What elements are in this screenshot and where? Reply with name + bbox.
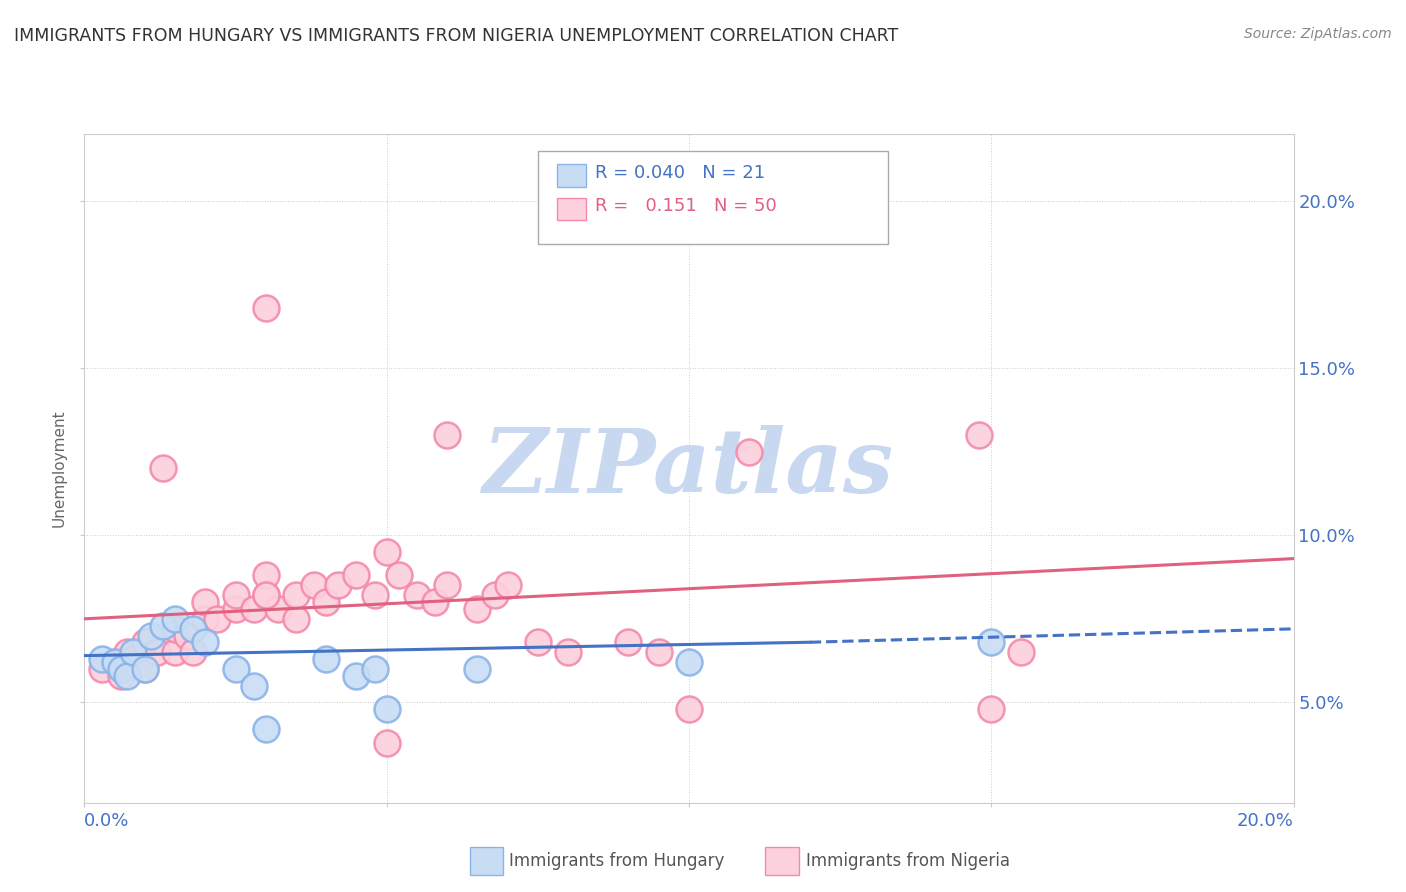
Point <box>467 662 489 676</box>
Point <box>194 595 217 609</box>
Point <box>436 578 458 592</box>
Point <box>176 628 198 642</box>
Point <box>423 595 446 609</box>
Point <box>181 645 204 659</box>
Point <box>363 589 385 603</box>
Point <box>980 702 1002 716</box>
Point <box>134 662 156 676</box>
Text: Immigrants from Nigeria: Immigrants from Nigeria <box>806 852 1010 870</box>
Point <box>225 602 247 616</box>
FancyBboxPatch shape <box>557 198 586 220</box>
FancyBboxPatch shape <box>538 151 889 244</box>
Point <box>225 589 247 603</box>
Point <box>181 622 204 636</box>
Point <box>254 301 277 315</box>
Point <box>375 702 398 716</box>
Point <box>285 589 308 603</box>
Point <box>146 645 169 659</box>
Point <box>678 702 700 716</box>
Point <box>121 652 143 666</box>
Text: Source: ZipAtlas.com: Source: ZipAtlas.com <box>1244 27 1392 41</box>
Point <box>302 578 325 592</box>
Point <box>388 568 411 582</box>
Point <box>285 612 308 626</box>
Point <box>242 679 264 693</box>
Point <box>254 589 277 603</box>
Text: 0.0%: 0.0% <box>84 812 129 830</box>
Point <box>267 602 290 616</box>
Point <box>104 655 127 669</box>
Point <box>139 628 162 642</box>
Point <box>91 652 114 666</box>
FancyBboxPatch shape <box>557 164 586 186</box>
Point <box>165 612 187 626</box>
Point <box>254 589 277 603</box>
Point <box>110 662 132 676</box>
Point <box>152 618 174 632</box>
Y-axis label: Unemployment: Unemployment <box>52 409 67 527</box>
Point <box>91 662 114 676</box>
Text: Immigrants from Hungary: Immigrants from Hungary <box>509 852 724 870</box>
Point <box>467 602 489 616</box>
Point <box>738 444 761 458</box>
Point <box>315 595 337 609</box>
Point <box>375 735 398 749</box>
Point <box>527 635 550 649</box>
Point <box>254 568 277 582</box>
Point <box>617 635 640 649</box>
Point <box>165 645 187 659</box>
Point <box>967 428 990 442</box>
Point <box>115 669 138 683</box>
Point <box>557 645 579 659</box>
Point <box>134 635 156 649</box>
Point <box>375 545 398 559</box>
Point <box>328 578 350 592</box>
Point <box>134 662 156 676</box>
Point <box>363 662 385 676</box>
Point <box>346 568 368 582</box>
Point <box>980 635 1002 649</box>
Point <box>115 645 138 659</box>
Point <box>315 652 337 666</box>
Point <box>194 635 217 649</box>
Point <box>254 723 277 737</box>
Text: IMMIGRANTS FROM HUNGARY VS IMMIGRANTS FROM NIGERIA UNEMPLOYMENT CORRELATION CHAR: IMMIGRANTS FROM HUNGARY VS IMMIGRANTS FR… <box>14 27 898 45</box>
Point <box>1011 645 1033 659</box>
Point <box>110 669 132 683</box>
Point <box>242 602 264 616</box>
Point <box>152 461 174 475</box>
Point <box>436 428 458 442</box>
Point <box>484 589 506 603</box>
Point <box>121 645 143 659</box>
Point <box>104 655 127 669</box>
Point <box>678 655 700 669</box>
Point <box>194 612 217 626</box>
Point <box>406 589 429 603</box>
Text: R =   0.151   N = 50: R = 0.151 N = 50 <box>595 197 776 215</box>
Point <box>648 645 671 659</box>
Text: 20.0%: 20.0% <box>1237 812 1294 830</box>
Point <box>346 669 368 683</box>
Point <box>165 622 187 636</box>
Text: R = 0.040   N = 21: R = 0.040 N = 21 <box>595 163 765 182</box>
Point <box>496 578 519 592</box>
Text: ZIPatlas: ZIPatlas <box>484 425 894 511</box>
Point <box>207 612 229 626</box>
Point <box>225 662 247 676</box>
